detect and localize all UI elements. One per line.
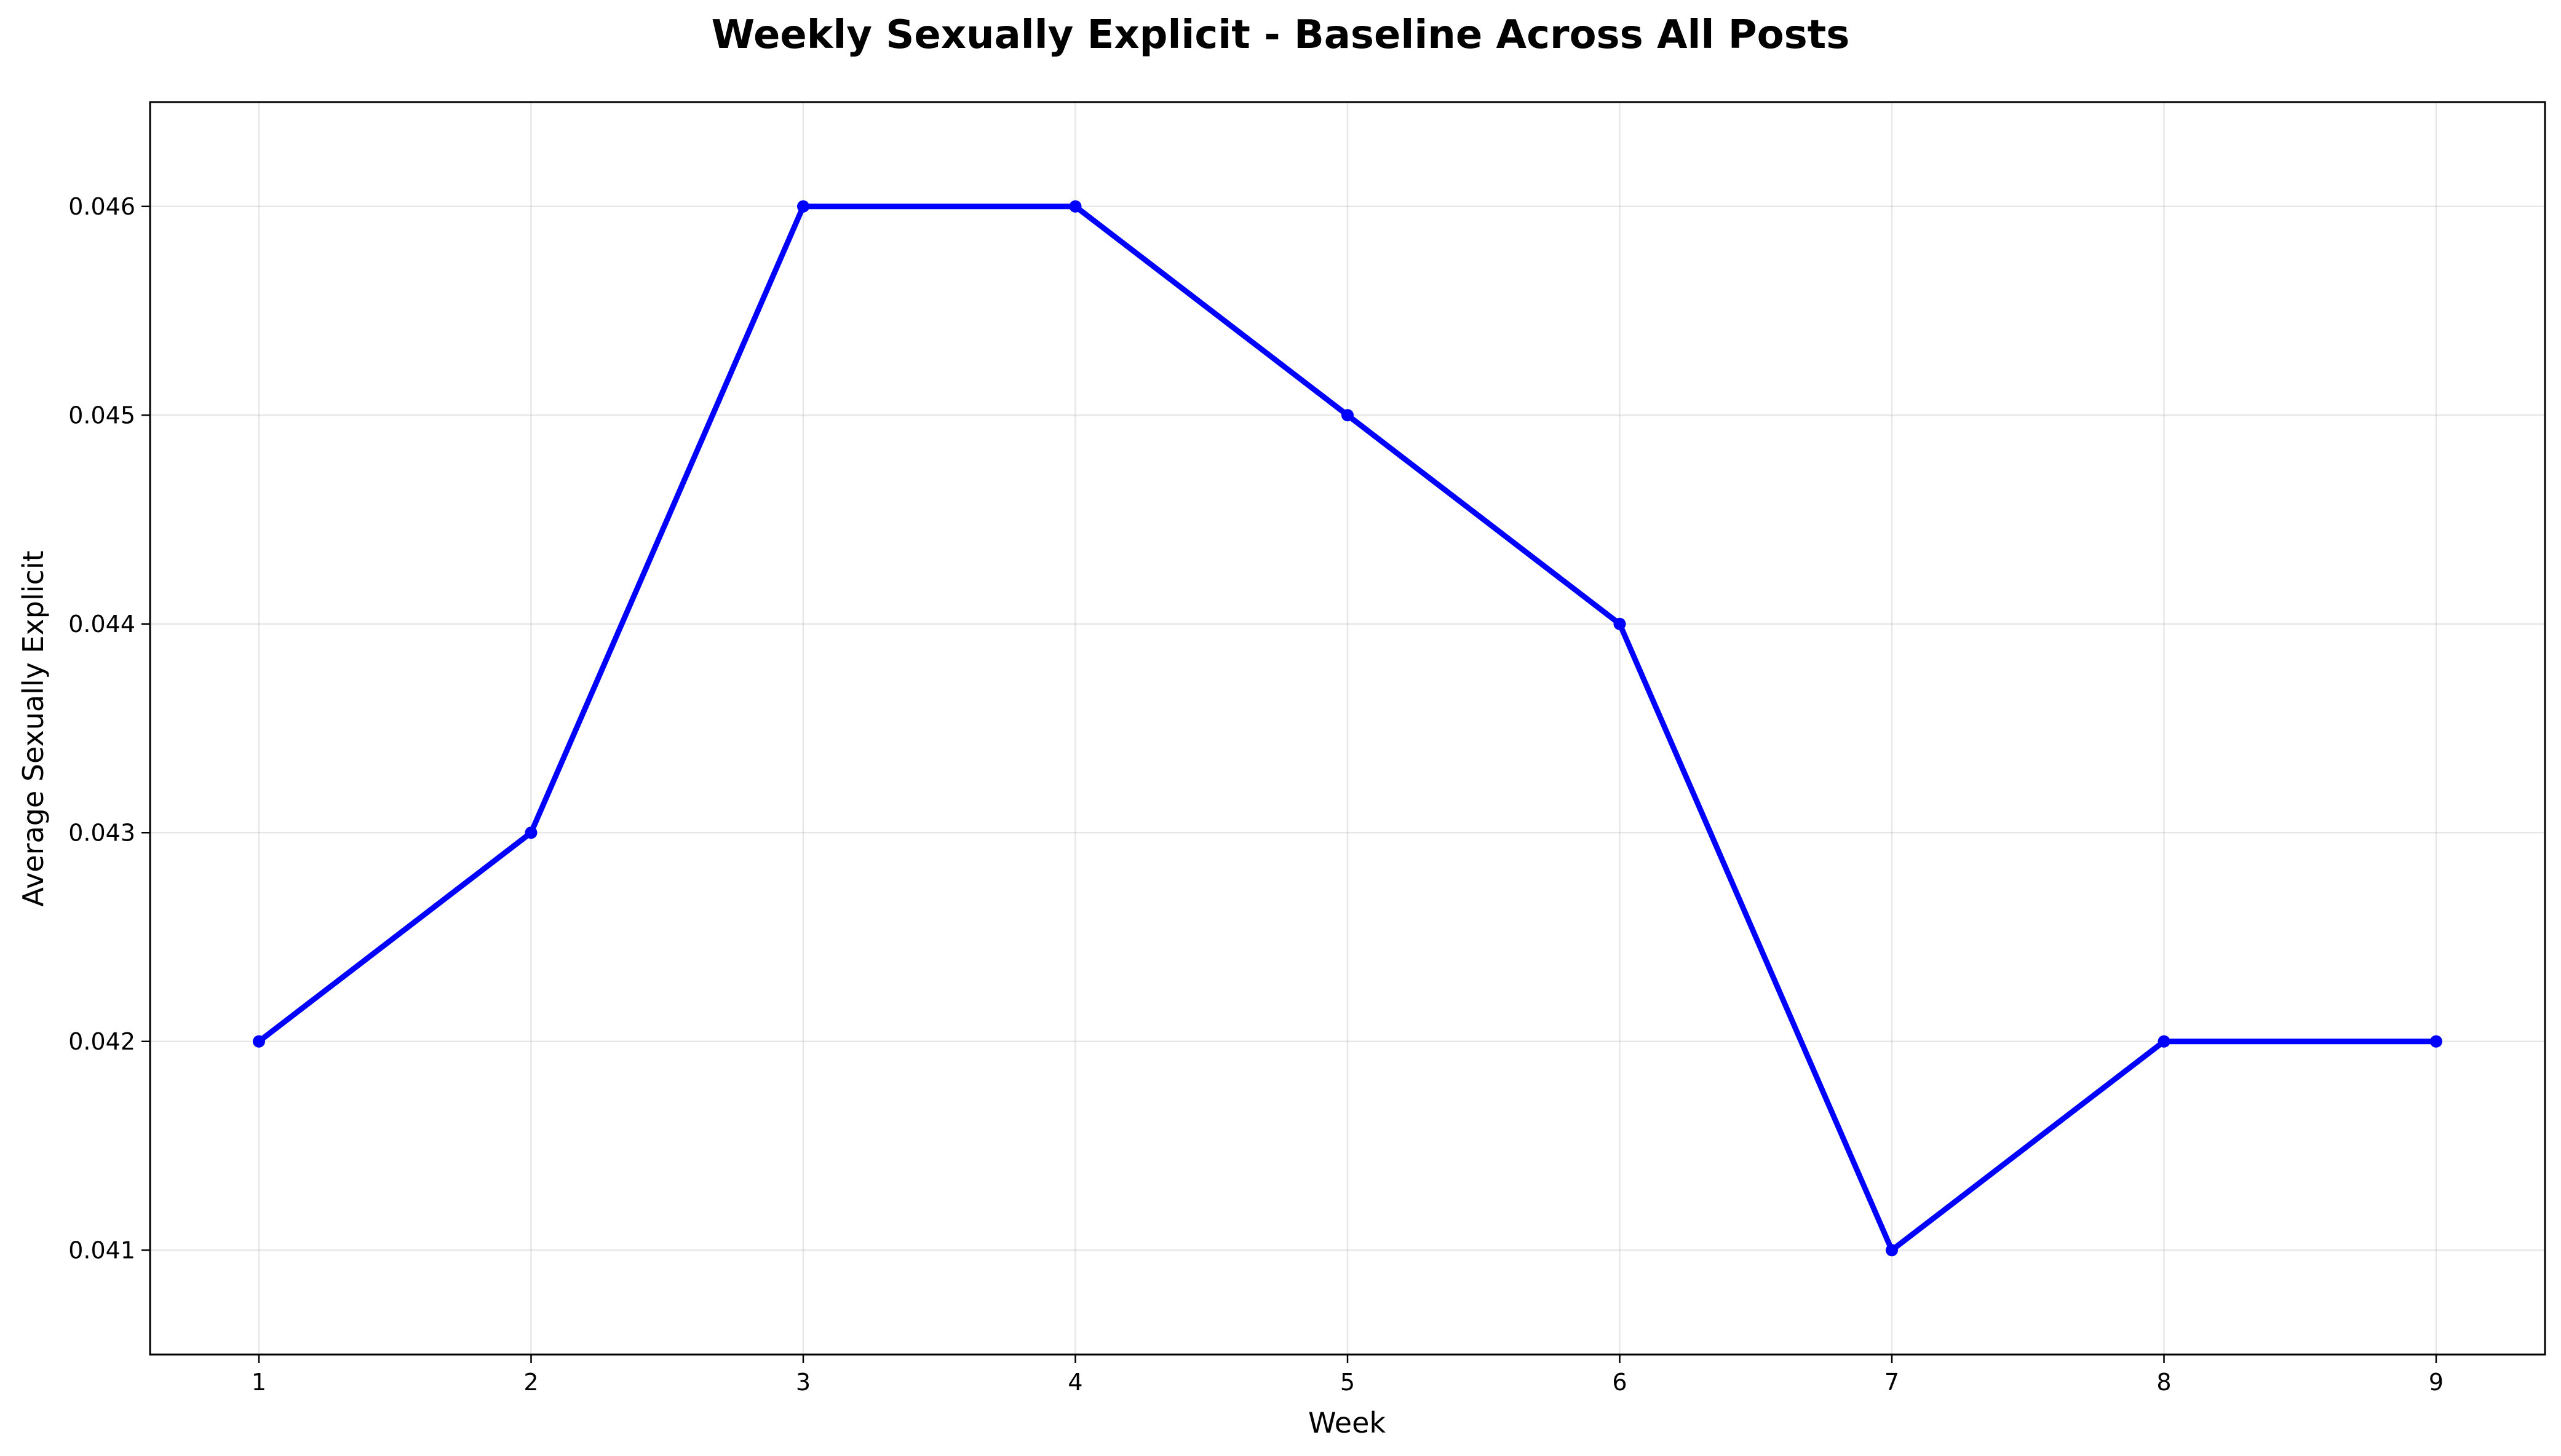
y-tick-label: 0.042 [68,1028,135,1055]
x-tick-label: 7 [1884,1369,1899,1396]
x-tick-label: 4 [1068,1369,1082,1396]
data-point [1069,200,1082,213]
y-tick-label: 0.045 [68,402,135,429]
data-point [1613,617,1626,630]
x-tick-label: 6 [1612,1369,1627,1396]
x-axis-label: Week [1308,1406,1386,1439]
axes: 1 2 3 4 5 6 7 8 9 0.041 0.042 0.043 0.044 0.045 0.046 [68,193,2444,1396]
data-point [1886,1244,1898,1257]
plot-frame [149,101,2546,1356]
x-tick-label: 9 [2429,1369,2444,1396]
y-axis-label: Average Sexually Explicit [17,550,50,906]
y-tick-label: 0.044 [68,611,135,638]
chart-title: Weekly Sexually Explicit - Baseline Acro… [712,12,1850,58]
data-point [797,200,809,213]
data-point [253,1035,265,1048]
data-point [1341,409,1354,422]
data-point [2430,1035,2442,1048]
x-tick-label: 1 [252,1369,266,1396]
y-tick-label: 0.043 [68,819,135,846]
series-layer [253,200,2442,1257]
x-tick-label: 8 [2156,1369,2171,1396]
grid [150,102,2545,1355]
data-point [525,826,538,839]
y-tick-label: 0.041 [68,1236,135,1264]
x-tick-label: 2 [523,1369,538,1396]
data-point [2158,1035,2170,1048]
y-tick-label: 0.046 [68,193,135,220]
x-tick-label: 5 [1340,1369,1355,1396]
x-tick-label: 3 [796,1369,811,1396]
